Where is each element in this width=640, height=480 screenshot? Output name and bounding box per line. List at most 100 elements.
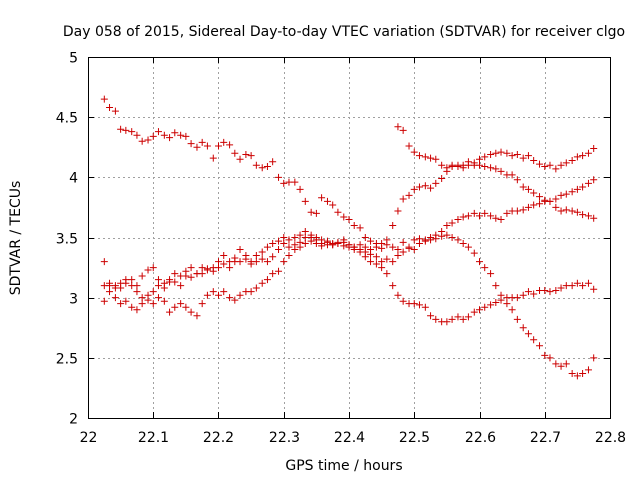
data-point [345,215,353,223]
data-point [345,243,353,251]
data-point [111,284,119,292]
data-point [399,126,407,134]
data-point [536,342,544,350]
data-point [160,297,168,305]
data-point [513,315,521,323]
data-point [138,300,146,308]
data-point [590,354,598,362]
data-point [573,185,581,193]
data-point [252,161,260,169]
y-tick-label: 3 [69,292,78,308]
y-tick-label: 3.5 [56,232,78,248]
data-point [220,260,228,268]
data-point [584,279,592,287]
data-point [383,255,391,263]
data-point [323,197,331,205]
data-point [590,144,598,152]
data-point [329,241,337,249]
data-point [361,234,369,241]
data-point [503,149,511,157]
y-tick-label: 2.5 [56,352,78,368]
data-point [584,212,592,220]
data-point [275,237,283,245]
data-point [579,152,587,160]
data-point [187,308,195,316]
data-point [307,208,315,216]
data-point [546,161,554,169]
data-point [144,266,152,274]
data-point [128,128,136,136]
data-point [128,282,136,290]
data-point [562,190,570,198]
y-tick-label: 2 [69,412,78,428]
data-point [209,267,217,275]
data-point [128,276,136,284]
data-point [476,212,483,220]
data-point [215,258,222,266]
data-point [372,260,380,268]
data-point [590,176,598,184]
data-point [171,129,179,137]
data-point [438,227,446,235]
data-point [546,197,554,205]
data-point [301,234,309,241]
data-point [193,143,201,151]
data-point [220,288,228,296]
data-point [215,291,222,299]
data-point [182,132,190,140]
y-tick-label: 4.5 [56,111,78,127]
data-point [138,272,146,280]
data-point [296,231,304,239]
axis-ticks [88,57,611,419]
data-point [367,237,375,245]
data-point [138,137,146,145]
data-point [530,290,538,298]
data-point [546,354,554,362]
data-point [481,153,489,161]
data-point [226,264,234,272]
data-point [263,163,271,171]
data-point [166,276,174,284]
data-point [198,264,206,272]
data-point [383,270,391,278]
data-point [530,156,538,164]
data-point [524,288,532,296]
data-point [291,178,299,186]
data-point [149,264,157,272]
data-point [149,132,157,140]
data-point [497,148,505,156]
x-axis-title: GPS time / hours [285,458,402,474]
data-point [378,264,386,272]
data-point [524,203,532,211]
x-tick-label: 22.3 [269,430,300,446]
data-point [399,195,407,203]
data-point [198,270,206,278]
data-point [154,128,162,136]
data-point [106,282,114,290]
data-point [530,201,538,209]
chart-title: Day 058 of 2015, Sidereal Day-to-day VTE… [63,24,625,40]
data-point [492,165,500,173]
data-point [476,161,483,169]
data-point [154,282,162,290]
data-point [394,291,402,299]
data-point [464,212,472,220]
data-point [367,258,375,266]
data-point [432,315,440,323]
data-point [487,212,495,220]
data-point [220,138,228,146]
data-point [508,306,516,314]
x-tick-label: 22.6 [465,430,496,446]
y-axis-title: SDTVAR / TECUs [8,181,24,296]
data-point [513,294,521,302]
data-point [427,234,435,241]
data-point [236,258,244,266]
data-point [301,240,309,248]
data-point [443,231,451,239]
data-point [410,246,418,254]
data-point [579,183,587,191]
data-point [177,300,185,308]
data-point [573,208,581,216]
data-point [280,234,288,241]
